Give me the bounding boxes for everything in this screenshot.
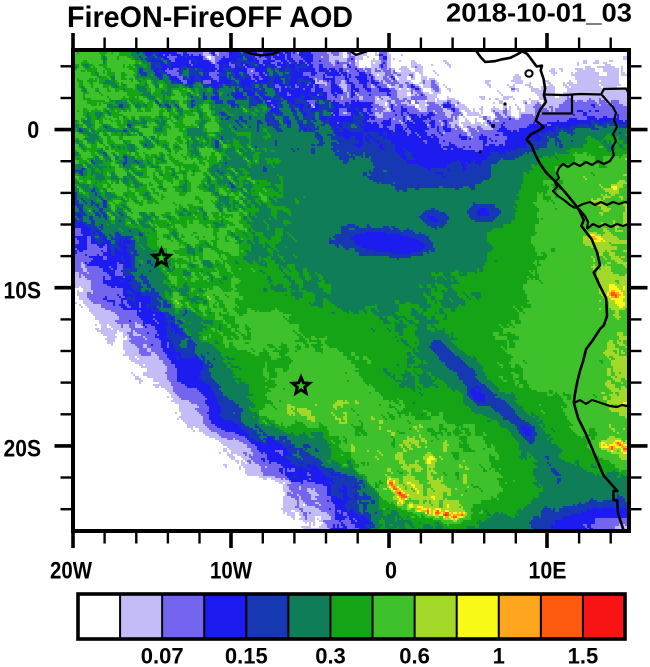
svg-text:FireON-FireOFF AOD: FireON-FireOFF AOD [67,1,353,34]
svg-text:20S: 20S [4,435,42,462]
svg-text:0.15: 0.15 [225,644,268,667]
svg-text:0.3: 0.3 [315,644,346,667]
svg-text:0.6: 0.6 [399,644,430,667]
svg-text:10W: 10W [210,557,253,584]
svg-text:0: 0 [385,557,397,584]
svg-text:20W: 20W [50,557,93,584]
svg-text:1: 1 [493,644,505,667]
svg-text:2018-10-01_03: 2018-10-01_03 [446,0,632,28]
svg-text:1.5: 1.5 [568,644,599,667]
svg-text:0.07: 0.07 [141,644,184,667]
svg-text:0: 0 [27,117,39,144]
svg-text:10E: 10E [529,557,567,584]
svg-text:10S: 10S [4,278,42,305]
